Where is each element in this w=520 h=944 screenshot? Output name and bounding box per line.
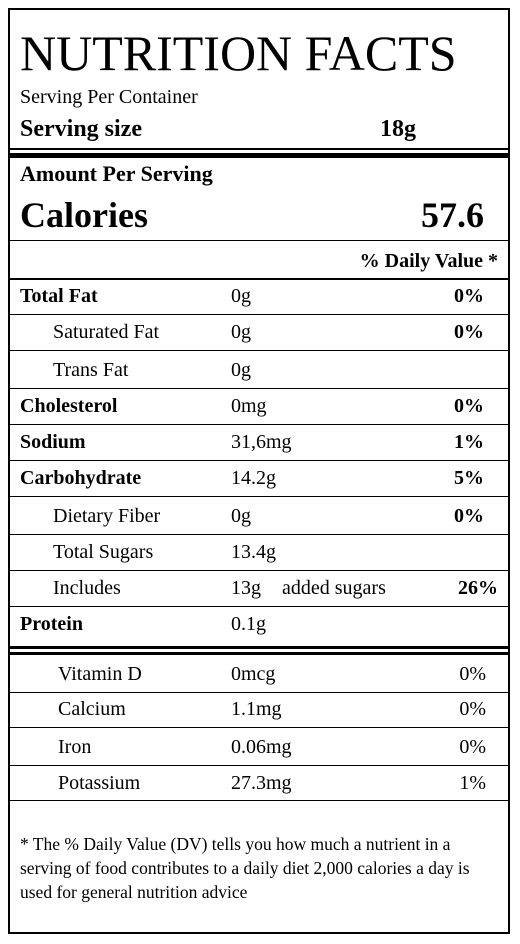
- amount-heading: Amount Per Serving: [20, 161, 213, 186]
- nutrient-daily-value: 0%: [454, 285, 484, 307]
- vitamin-daily-value: 1%: [459, 772, 486, 794]
- vitamin-amount: 0.06mg: [231, 736, 292, 758]
- nutrient-name: Cholesterol: [20, 395, 118, 417]
- row-rule: [10, 424, 508, 425]
- vitamin-daily-value: 0%: [459, 698, 486, 720]
- vitamin-name: Iron: [58, 736, 92, 758]
- vitamin-amount: 1.1mg: [231, 698, 282, 720]
- nutrient-name: Total Fat: [20, 285, 98, 307]
- footnote: * The % Daily Value (DV) tells you how m…: [20, 834, 470, 902]
- row-rule: [10, 606, 508, 607]
- vitamin-name: Vitamin D: [58, 663, 142, 685]
- nutrient-amount: 13g: [231, 577, 261, 599]
- nutrient-daily-value: 26%: [458, 577, 498, 599]
- nutrient-daily-value: 5%: [454, 467, 484, 489]
- nutrient-name: Protein: [20, 613, 83, 635]
- row-rule: [10, 727, 508, 728]
- nutrient-amount: 31,6mg: [231, 431, 292, 453]
- nutrient-amount: 0g: [231, 359, 251, 381]
- nutrient-name: Includes: [53, 577, 121, 599]
- calories-label: Calories: [20, 195, 148, 235]
- nutrient-name: Trans Fat: [53, 359, 129, 381]
- vitamin-name: Potassium: [58, 772, 141, 794]
- vitamin-amount: 27.3mg: [231, 772, 292, 794]
- nutrient-daily-value: 0%: [454, 321, 484, 343]
- nutrient-amount: 0.1g: [231, 613, 266, 635]
- servings: Serving Per Container: [20, 86, 198, 108]
- rule: [10, 148, 508, 150]
- serving-size: 18g: [380, 116, 416, 142]
- rule: [10, 800, 508, 801]
- vitamin-daily-value: 0%: [459, 736, 486, 758]
- rule: [10, 240, 508, 241]
- nutrient-amount: 13.4g: [231, 541, 276, 563]
- vitamin-name: Calcium: [58, 698, 126, 720]
- vitamin-amount: 0mcg: [231, 663, 276, 685]
- nutrient-amount: 0g: [231, 285, 251, 307]
- nutrient-amount: 0mg: [231, 395, 267, 417]
- rule: [10, 652, 508, 655]
- row-rule: [10, 692, 508, 693]
- nutrient-name: Sodium: [20, 431, 86, 453]
- daily-value-heading: % Daily Value *: [359, 250, 498, 272]
- nutrient-amount: 14.2g: [231, 467, 276, 489]
- row-rule: [10, 350, 508, 351]
- title: NUTRITION FACTS: [20, 25, 457, 81]
- rule: [10, 153, 508, 158]
- row-rule: [10, 388, 508, 389]
- serving-size-label: Serving size: [20, 116, 142, 142]
- nutrition-label: NUTRITION FACTS Serving Per Container Se…: [8, 8, 510, 934]
- row-rule: [10, 765, 508, 766]
- nutrient-daily-value: 1%: [454, 431, 484, 453]
- nutrient-note: added sugars: [282, 577, 386, 599]
- calories-value: 57.6: [421, 195, 484, 235]
- nutrient-name: Dietary Fiber: [53, 505, 161, 527]
- nutrient-amount: 0g: [231, 505, 251, 527]
- nutrient-name: Total Sugars: [53, 541, 154, 563]
- nutrient-daily-value: 0%: [454, 395, 484, 417]
- rule: [10, 646, 508, 649]
- vitamin-daily-value: 0%: [459, 663, 486, 685]
- nutrient-daily-value: 0%: [454, 505, 484, 527]
- nutrient-amount: 0g: [231, 321, 251, 343]
- row-rule: [10, 534, 508, 535]
- row-rule: [10, 314, 508, 315]
- rule: [10, 278, 508, 280]
- row-rule: [10, 496, 508, 497]
- row-rule: [10, 570, 508, 571]
- row-rule: [10, 460, 508, 461]
- nutrient-name: Carbohydrate: [20, 467, 142, 489]
- nutrient-name: Saturated Fat: [53, 321, 160, 343]
